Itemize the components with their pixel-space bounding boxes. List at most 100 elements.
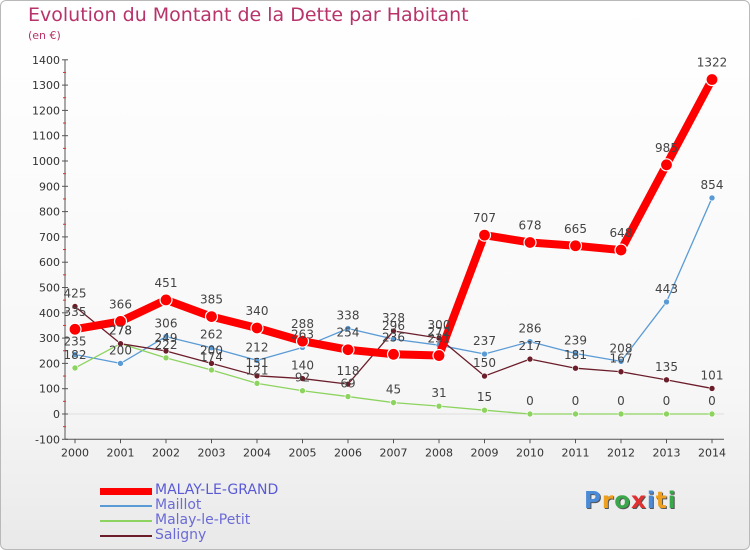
y-tick-label: -100 <box>35 433 60 446</box>
x-tick-label: 2009 <box>471 446 499 459</box>
y-tick-label: 1100 <box>32 130 60 143</box>
point-s2-2006 <box>344 393 352 400</box>
point-s3-2006 <box>344 380 352 388</box>
chart-subtitle: (en €) <box>28 29 61 42</box>
data-label-s2-2003: 174 <box>200 350 223 364</box>
data-label-s2-2006: 69 <box>340 377 355 391</box>
y-tick-label: 1000 <box>32 155 60 168</box>
data-label-s2-2009: 15 <box>477 390 492 404</box>
data-label-s0-2009: 707 <box>473 211 496 225</box>
point-s3-2007 <box>390 327 397 335</box>
point-s2-2012 <box>617 410 625 418</box>
data-label-s1-2009: 237 <box>473 334 496 348</box>
point-s1-2009 <box>481 350 488 358</box>
data-label-s1-2012: 208 <box>610 341 633 355</box>
legend-label: Maillot <box>155 497 202 513</box>
y-tick-label: 800 <box>39 206 60 219</box>
data-label-s1-2002: 306 <box>155 317 178 331</box>
x-tick-label: 2003 <box>198 446 226 459</box>
legend-swatch <box>100 520 152 522</box>
legend-label: Malay-le-Petit <box>155 512 251 528</box>
y-tick-label: 100 <box>39 383 60 396</box>
data-label-s3-2014: 101 <box>701 368 724 382</box>
data-label-s1-2001: 200 <box>109 343 132 357</box>
legend-label: MALAY-LE-GRAND <box>155 482 279 498</box>
point-s1-2010 <box>526 338 534 345</box>
data-label-s3-2008: 300 <box>428 318 451 332</box>
point-s0-2001 <box>113 314 128 329</box>
point-s2-2009 <box>481 406 488 414</box>
point-s3-2012 <box>617 368 625 376</box>
point-s3-2005 <box>299 375 306 382</box>
data-label-s2-2001: 278 <box>109 324 132 338</box>
data-label-s3-2011: 181 <box>564 348 587 362</box>
data-label-s2-2012: 0 <box>617 394 625 408</box>
data-label-s2-2011: 0 <box>572 394 580 408</box>
x-tick-label: 2014 <box>698 446 726 459</box>
data-label-s3-2004: 151 <box>246 356 269 370</box>
point-s2-2002 <box>162 354 170 362</box>
point-s3-2003 <box>208 360 215 367</box>
data-label-s1-2008: 272 <box>428 325 451 339</box>
data-label-s1-2006: 338 <box>337 308 360 322</box>
data-label-s0-2008: 231 <box>428 332 451 346</box>
data-label-s0-2010: 678 <box>519 218 542 232</box>
data-label-s2-2005: 92 <box>295 371 310 385</box>
data-label-s1-2010: 286 <box>519 322 542 336</box>
data-label-s3-2003: 200 <box>200 343 223 357</box>
proxiti-logo: Proxiti <box>584 488 677 514</box>
point-s2-2011 <box>572 410 579 418</box>
point-s2-2010 <box>526 410 534 418</box>
point-s0-2013 <box>659 158 674 172</box>
point-s3-2000 <box>71 303 79 310</box>
point-s3-2004 <box>253 372 261 380</box>
data-label-s3-2007: 328 <box>382 311 405 325</box>
point-s1-2003 <box>208 344 215 352</box>
legend-swatch <box>100 535 152 537</box>
x-tick-label: 2011 <box>562 446 590 459</box>
x-tick-label: 2004 <box>243 446 271 459</box>
data-label-s0-2011: 665 <box>564 222 587 236</box>
data-label-s1-2013: 443 <box>655 282 678 296</box>
point-s1-2004 <box>253 357 261 364</box>
data-label-s3-2010: 217 <box>519 339 542 353</box>
data-label-s1-2003: 262 <box>200 328 223 342</box>
point-s2-2000 <box>71 364 79 372</box>
x-tick-label: 2007 <box>380 446 408 459</box>
data-label-s3-2013: 135 <box>655 360 678 374</box>
x-tick-label: 2006 <box>334 446 362 459</box>
point-s2-2008 <box>435 402 443 410</box>
data-label-s0-2006: 254 <box>337 326 360 340</box>
data-label-s2-2004: 121 <box>246 363 269 377</box>
data-label-s3-2001: 278 <box>109 324 132 338</box>
data-label-s1-2014: 854 <box>701 178 724 192</box>
data-label-s0-2013: 985 <box>655 141 678 155</box>
data-label-s3-2002: 249 <box>155 331 178 345</box>
data-label-s0-2000: 335 <box>64 305 87 319</box>
legend-swatch <box>100 505 152 507</box>
y-tick-label: 700 <box>39 231 60 244</box>
data-label-s2-2007: 45 <box>386 383 401 397</box>
logo-letter: i <box>667 488 677 514</box>
point-s0-2006 <box>341 343 355 357</box>
x-tick-label: 2013 <box>653 446 681 459</box>
point-s0-2005 <box>295 334 310 348</box>
point-s0-2012 <box>614 243 628 257</box>
point-s0-2007 <box>386 347 401 361</box>
point-s2-2003 <box>208 366 215 374</box>
point-s0-2000 <box>68 322 82 336</box>
point-s0-2009 <box>477 228 492 242</box>
data-label-s3-2005: 140 <box>291 359 314 373</box>
x-tick-label: 2001 <box>107 446 135 459</box>
y-tick-label: 900 <box>39 180 60 193</box>
point-s2-2005 <box>299 387 306 395</box>
point-s1-2014 <box>708 194 716 202</box>
y-tick-label: 200 <box>39 357 60 370</box>
point-s3-2002 <box>162 347 170 355</box>
data-label-s1-2000: 235 <box>64 335 87 349</box>
point-s1-2001 <box>117 360 124 367</box>
point-s3-2009 <box>481 372 488 380</box>
data-label-s1-2004: 212 <box>246 340 269 354</box>
data-label-s2-2002: 222 <box>155 338 178 352</box>
